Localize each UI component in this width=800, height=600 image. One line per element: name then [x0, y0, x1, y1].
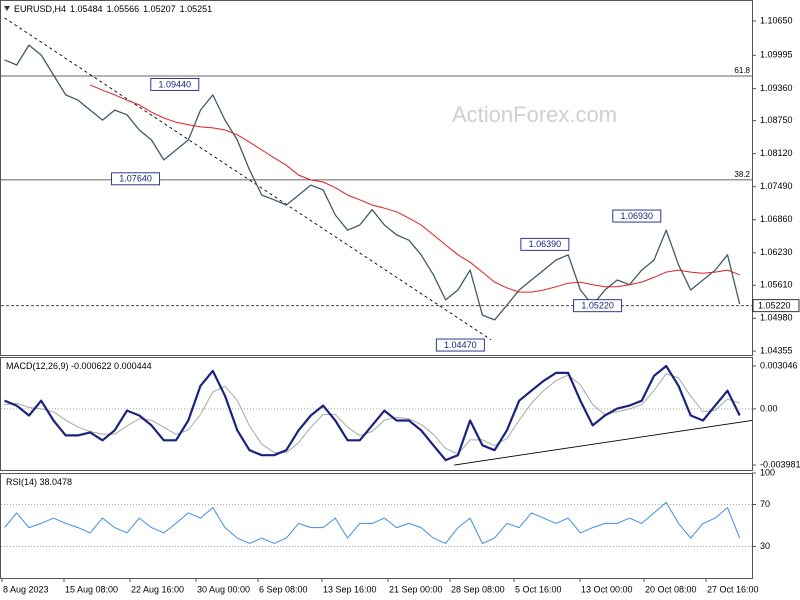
title-text: RSI(14) 38.0478	[6, 477, 72, 487]
y-tick-label: 1.08120	[760, 148, 793, 158]
annotation-label: 1.07640	[119, 174, 152, 184]
y-tick-label: 1.09360	[760, 83, 793, 93]
y-tick-label: 1.07490	[760, 181, 793, 191]
x-tick-label: 13 Sep 16:00	[323, 584, 377, 594]
series-line	[4, 364, 741, 462]
y-tick-label: 30	[760, 541, 770, 551]
level-label: 61.8	[734, 66, 750, 75]
x-tick-label: 27 Oct 16:00	[707, 584, 759, 594]
y-tick-label: 1.10650	[760, 15, 793, 25]
rsi-pane-border	[0, 473, 753, 579]
y-tick-label: -0.003981	[760, 459, 800, 469]
annotation-label: 1.06390	[529, 239, 562, 249]
annotation-box	[612, 209, 662, 223]
y-tick-label: 0.003046	[760, 360, 798, 370]
x-tick-label: 5 Oct 16:00	[515, 584, 562, 594]
ohlc-value: 1.05207	[143, 4, 176, 14]
annotation-label: 1.06930	[621, 211, 654, 221]
x-tick-label: 6 Sep 08:00	[259, 584, 308, 594]
level-label: 38.2	[734, 170, 750, 179]
x-tick-label: 28 Sep 08:00	[451, 584, 505, 594]
y-tick-label: 1.09995	[760, 50, 793, 60]
y-tick-label: 100	[760, 467, 775, 477]
trendline	[454, 420, 753, 466]
x-tick-label: 22 Aug 16:00	[131, 584, 184, 594]
series-line	[4, 501, 741, 544]
series-line	[4, 44, 741, 321]
y-tick-label: 1.04980	[760, 313, 793, 323]
last-price-box	[752, 299, 800, 313]
ohlc-value: 1.05566	[107, 4, 140, 14]
annotation-box	[150, 77, 200, 91]
annotation-label: 1.04470	[444, 340, 477, 350]
annotation-box	[111, 172, 161, 186]
x-tick-label: 21 Sep 00:00	[389, 584, 443, 594]
title-text: MACD(12,26,9) -0.000622 0.000444	[6, 361, 152, 371]
annotation-box	[435, 338, 485, 352]
y-tick-label: 0.00	[760, 403, 778, 413]
annotation-label: 1.05220	[581, 301, 614, 311]
ohlc-value: 1.05251	[180, 4, 213, 14]
x-tick-label: 15 Aug 08:00	[65, 584, 118, 594]
x-tick-label: 8 Aug 2023	[3, 584, 49, 594]
price-pane-border	[0, 0, 753, 356]
y-tick-label: 1.04355	[760, 345, 793, 355]
pane-title: MACD(12,26,9) -0.000622 0.000444	[6, 361, 152, 371]
y-tick-label: 70	[760, 499, 770, 509]
y-tick-label: 1.06860	[760, 214, 793, 224]
x-tick-label: 30 Aug 00:00	[197, 584, 250, 594]
title-text: EURUSD,H4	[14, 4, 66, 14]
menu-icon	[4, 6, 10, 11]
annotation-box	[573, 299, 623, 313]
annotation-label: 1.09440	[159, 79, 192, 89]
ohlc-value: 1.05484	[70, 4, 103, 14]
trendline	[4, 17, 492, 341]
y-tick-label: 1.06230	[760, 247, 793, 257]
series-line	[90, 84, 740, 293]
x-tick-label: 20 Oct 08:00	[645, 584, 697, 594]
last-price-label: 1.05220	[758, 301, 791, 311]
series-line	[4, 373, 740, 455]
y-tick-label: 1.05610	[760, 280, 793, 290]
macd-pane-border	[0, 357, 753, 471]
y-tick-label: 1.08750	[760, 115, 793, 125]
pane-title: EURUSD,H4 1.05484 1.05566 1.05207 1.05251	[14, 4, 212, 14]
pane-title: RSI(14) 38.0478	[6, 477, 72, 487]
watermark: ActionForex.com	[452, 102, 617, 127]
annotation-box	[520, 237, 570, 251]
x-tick-label: 13 Oct 00:00	[581, 584, 633, 594]
